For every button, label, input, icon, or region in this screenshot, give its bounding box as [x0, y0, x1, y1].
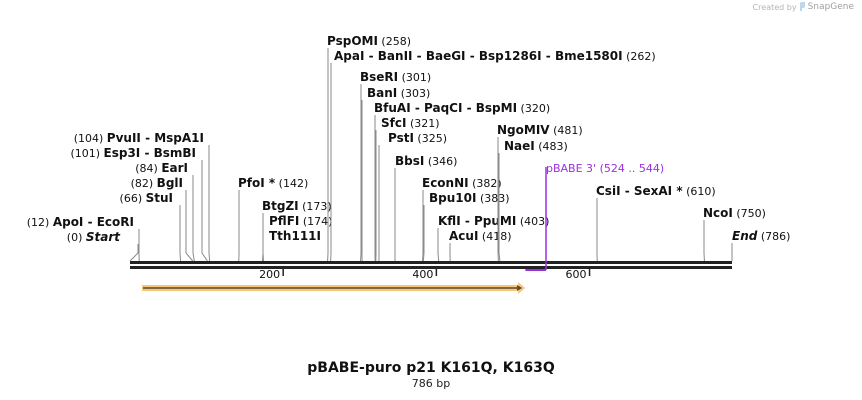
site-label: BanI (303) [367, 86, 430, 100]
feature-arrow-head-icon [517, 285, 523, 291]
site-label: SfcI (321) [381, 116, 440, 130]
site-label: CsiI - SexAI * (610) [596, 184, 716, 198]
backbone-bottom [130, 266, 732, 269]
credit-brand: SnapGene [807, 2, 854, 12]
site-label: BbsI (346) [395, 154, 457, 168]
site-label: (66) StuI [120, 191, 173, 205]
site-leader-line [185, 190, 194, 262]
site-label: (0) Start [67, 230, 121, 244]
site-label: (12) ApoI - EcoRI [27, 215, 134, 229]
site-leader-line [437, 228, 440, 262]
site-leader-line [179, 205, 182, 262]
snapgene-credit: Created by SnapGene [753, 2, 854, 12]
site-label: End (786) [732, 229, 790, 243]
site-label: (82) BglI [131, 176, 183, 190]
site-label: NgoMIV (481) [497, 123, 583, 137]
site-label: PflFI (174) [269, 214, 332, 228]
site-label: NcoI (750) [703, 206, 766, 220]
credit-prefix: Created by [752, 2, 797, 12]
site-label: PstI (325) [388, 131, 447, 145]
site-label: BfuAI - PaqCI - BspMI (320) [374, 101, 550, 115]
site-leader-line [201, 160, 208, 262]
site-label: Bpu10I (383) [429, 191, 510, 205]
scale-tick-label: 200 [259, 268, 280, 281]
site-leader-line [422, 205, 425, 262]
scale-tick-label: 600 [566, 268, 587, 281]
site-label: EconNI (382) [422, 176, 502, 190]
site-label: NaeI (483) [504, 139, 568, 153]
site-label: (104) PvuII - MspA1I [74, 131, 204, 145]
scale-tick-label: 400 [412, 268, 433, 281]
site-label: ApaI - BanII - BaeGI - Bsp1286I - Bme158… [334, 49, 656, 63]
map-length: 786 bp [411, 377, 451, 390]
site-leader-line [192, 175, 195, 262]
site-label: PspOMI (258) [327, 34, 411, 48]
site-label: AcuI (418) [449, 229, 512, 243]
site-leader-line [208, 145, 211, 262]
site-label: Tth111I [269, 229, 321, 243]
site-label: BseRI (301) [360, 70, 431, 84]
site-label: (84) EarI [135, 161, 188, 175]
backbone-top [130, 261, 732, 264]
site-leader-line [498, 153, 501, 262]
site-label: (101) Esp3I - BsmBI [70, 146, 196, 160]
snapgene-logo-icon [799, 2, 805, 11]
site-label: PfoI * (142) [238, 176, 308, 190]
primer-label: pBABE 3' (524 .. 544) [546, 162, 664, 175]
site-label: BtgZI (173) [262, 199, 332, 213]
site-leader-line [129, 244, 139, 262]
map-title: pBABE-puro p21 K161Q, K163Q [307, 360, 555, 376]
site-label: KflI - PpuMI (403) [438, 214, 549, 228]
